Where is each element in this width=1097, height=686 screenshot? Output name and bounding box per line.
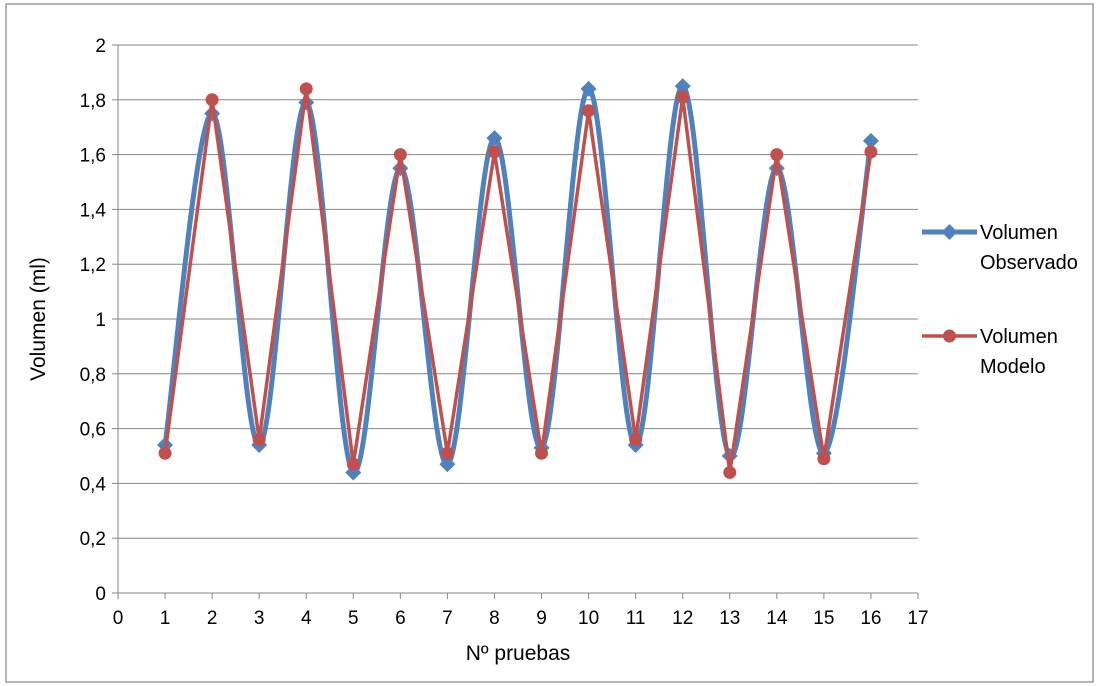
data-point (205, 93, 219, 107)
x-tick-label: 17 (907, 608, 928, 629)
y-tick-label: 2 (95, 36, 106, 57)
data-point (439, 456, 456, 473)
x-tick-label: 13 (719, 608, 740, 629)
x-tick-label: 6 (395, 608, 406, 629)
y-axis-title: Volumen (ml) (27, 257, 50, 381)
legend-label: Volumen Modelo (980, 326, 1058, 378)
y-tick-label: 0,2 (80, 529, 106, 550)
legend-entry: Volumen Modelo (922, 326, 1058, 378)
x-tick-label: 2 (207, 608, 218, 629)
y-tick-label: 0 (95, 584, 106, 605)
data-point (580, 80, 597, 97)
data-point (487, 145, 501, 159)
series-line (163, 87, 873, 475)
data-point (252, 433, 266, 447)
legend: Volumen Observado Volumen Modelo (922, 222, 1078, 378)
data-point (629, 433, 643, 447)
y-tick-label: 0,6 (80, 420, 106, 441)
x-tick-label: 7 (442, 608, 453, 629)
legend-label: Volumen Observado (980, 222, 1078, 274)
legend-marker (943, 329, 956, 343)
data-point (862, 132, 879, 149)
x-axis-title: Nº pruebas (466, 642, 571, 665)
data-point (864, 145, 878, 159)
series (157, 78, 879, 481)
x-tick-label: 5 (348, 608, 359, 629)
x-tick-label: 11 (626, 608, 646, 629)
legend-marker (941, 224, 958, 240)
legend-entry: Volumen Observado (922, 222, 1078, 274)
y-tick-label: 0,8 (80, 365, 106, 386)
x-tick-label: 9 (536, 608, 547, 629)
y-tick-label: 1,8 (80, 91, 106, 112)
y-tick-label: 1 (95, 310, 106, 331)
data-point (817, 452, 831, 466)
data-point (582, 104, 596, 118)
x-tick-label: 15 (813, 608, 834, 629)
data-point (440, 446, 454, 460)
series-2 (158, 82, 878, 479)
data-point (486, 130, 503, 147)
y-tick-label: 1,6 (80, 146, 106, 167)
data-point (535, 446, 549, 460)
y-tick-label: 0,4 (80, 474, 107, 495)
x-tick-label: 4 (301, 608, 312, 629)
y-tick-label: 1,4 (80, 200, 107, 221)
data-point (674, 78, 691, 95)
x-tick-label: 3 (254, 608, 265, 629)
x-tick-label: 0 (113, 608, 124, 629)
data-point (346, 457, 360, 471)
x-tick-label: 16 (860, 608, 881, 629)
axes: 00,20,40,60,811,21,41,61,820 1 2 3 4 5 6 7 8 9 10 1… (80, 36, 929, 629)
data-point (676, 90, 690, 104)
x-tick-label: 14 (766, 608, 788, 629)
x-tick-label: 8 (489, 608, 500, 629)
data-point (393, 148, 407, 162)
data-point (770, 148, 784, 162)
x-tick-label: 10 (578, 608, 599, 629)
data-point (723, 465, 737, 479)
chart-border (5, 3, 1094, 683)
x-tick-label: 1 (160, 608, 171, 629)
data-point (158, 446, 172, 460)
y-tick-label: 1,2 (80, 255, 106, 276)
data-point (299, 82, 313, 96)
x-tick-label: 12 (672, 608, 693, 629)
